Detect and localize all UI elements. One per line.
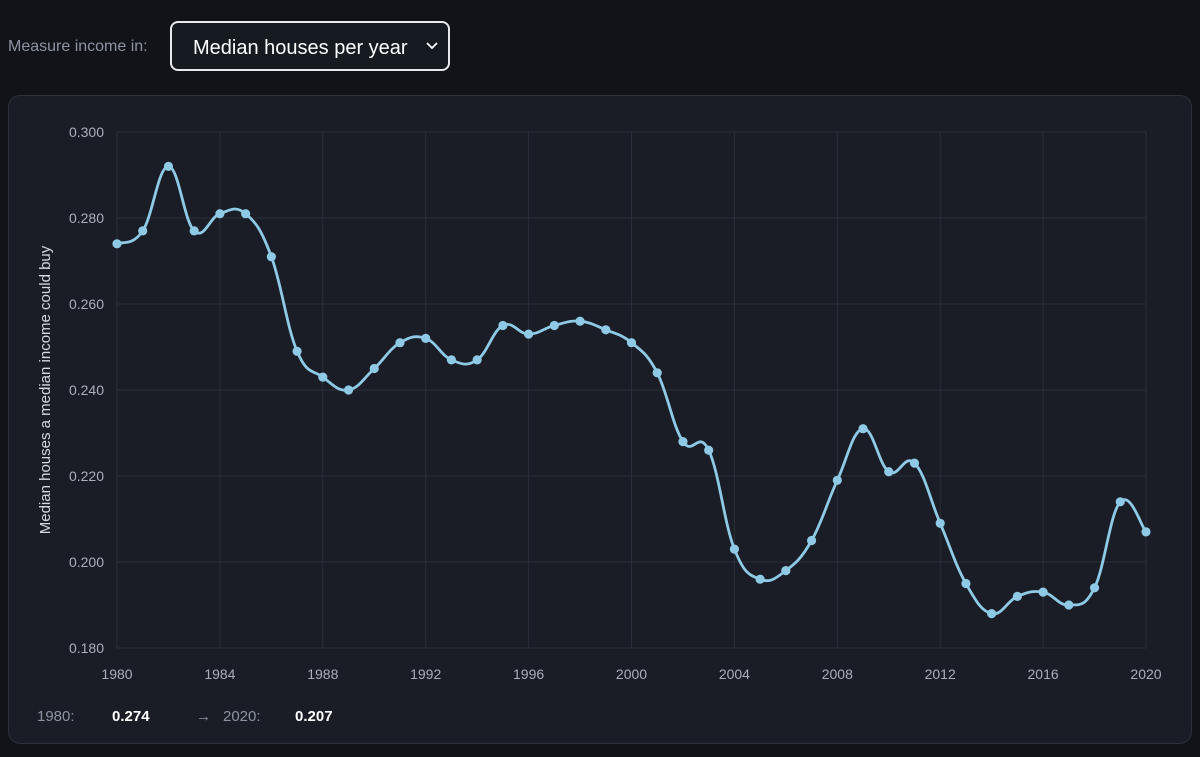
data-point-1998[interactable] (575, 316, 585, 326)
series-line (116, 164, 1148, 616)
data-point-2001[interactable] (652, 368, 662, 378)
y-tick-label: 0.220 (69, 468, 104, 484)
y-tick-label: 0.240 (69, 382, 104, 398)
data-point-1995[interactable] (498, 320, 508, 331)
x-tick-label: 2012 (925, 666, 956, 682)
selected-option: Median houses per year (193, 37, 408, 59)
data-point-2019[interactable] (1115, 497, 1125, 507)
data-point-1988[interactable] (318, 372, 328, 382)
data-point-1992[interactable] (421, 333, 431, 343)
data-point-2013[interactable] (961, 578, 971, 589)
summary-row: 1980: 0.274 → 2020: 0.207 (0, 708, 1200, 730)
end-value: 0.207 (295, 708, 333, 725)
data-point-1997[interactable] (549, 320, 559, 331)
arrow-right-icon: → (196, 708, 211, 725)
data-point-1994[interactable] (472, 355, 482, 365)
data-point-2017[interactable] (1064, 600, 1074, 610)
x-tick-label: 2008 (822, 666, 853, 682)
y-tick-label: 0.280 (69, 210, 104, 226)
x-tick-label: 2000 (616, 666, 647, 682)
toolbar: Measure income in: Median houses per yea… (0, 0, 1200, 95)
start-year: 1980: (37, 708, 75, 725)
data-point-2006[interactable] (781, 566, 791, 576)
data-point-2000[interactable] (626, 338, 637, 348)
x-tick-label: 1996 (513, 666, 544, 682)
data-point-2010[interactable] (884, 467, 894, 477)
data-point-1986[interactable] (266, 252, 276, 262)
x-tick-label: 2004 (719, 666, 750, 682)
measure-income-select[interactable]: Median houses per year (170, 21, 450, 71)
data-point-1991[interactable] (395, 338, 405, 348)
data-point-1990[interactable] (369, 363, 379, 374)
data-point-1987[interactable] (292, 346, 302, 356)
data-point-2015[interactable] (1012, 591, 1022, 602)
x-tick-label: 1992 (410, 666, 441, 682)
data-point-1993[interactable] (446, 355, 457, 365)
data-point-2018[interactable] (1089, 583, 1100, 593)
data-point-1981[interactable] (138, 226, 148, 236)
y-axis-label: Median houses a median income could buy (37, 245, 54, 534)
x-tick-label: 2016 (1028, 666, 1059, 682)
data-point-2008[interactable] (832, 475, 842, 485)
data-point-1984[interactable] (215, 209, 225, 219)
data-point-2020[interactable] (1141, 527, 1151, 537)
x-tick-label: 1984 (204, 666, 235, 682)
data-point-1996[interactable] (524, 329, 534, 339)
y-tick-label: 0.180 (69, 640, 104, 656)
start-value: 0.274 (112, 708, 150, 725)
x-tick-label: 1988 (307, 666, 338, 682)
x-tick-label: 2020 (1130, 666, 1161, 682)
data-point-1982[interactable] (163, 161, 174, 171)
y-tick-label: 0.200 (69, 554, 104, 570)
data-point-1983[interactable] (189, 226, 199, 236)
end-year: 2020: (223, 708, 261, 725)
data-point-2016[interactable] (1038, 587, 1048, 597)
chevron-down-icon (426, 42, 438, 50)
data-point-2011[interactable] (909, 458, 920, 468)
line-chart: 0.180 0.200 0.220 0.240 0.260 0.280 0.300 1980… (37, 124, 1162, 682)
data-point-2009[interactable] (858, 424, 868, 434)
chart-panel (8, 95, 1192, 744)
data-point-2007[interactable] (806, 535, 817, 546)
data-point-2003[interactable] (704, 445, 714, 455)
x-tick-label: 1980 (101, 666, 132, 682)
measure-income-label: Measure income in: (8, 38, 148, 55)
data-point-1989[interactable] (343, 385, 354, 395)
data-point-2012[interactable] (935, 518, 945, 528)
data-point-1980[interactable] (112, 239, 122, 249)
data-point-1999[interactable] (601, 325, 611, 335)
data-point-2014[interactable] (987, 609, 997, 619)
data-point-2005[interactable] (755, 574, 765, 584)
y-tick-label: 0.300 (69, 124, 104, 140)
data-point-1985[interactable] (241, 209, 251, 219)
y-tick-label: 0.260 (69, 296, 104, 312)
data-point-2004[interactable] (729, 544, 740, 554)
data-point-2002[interactable] (678, 437, 688, 447)
